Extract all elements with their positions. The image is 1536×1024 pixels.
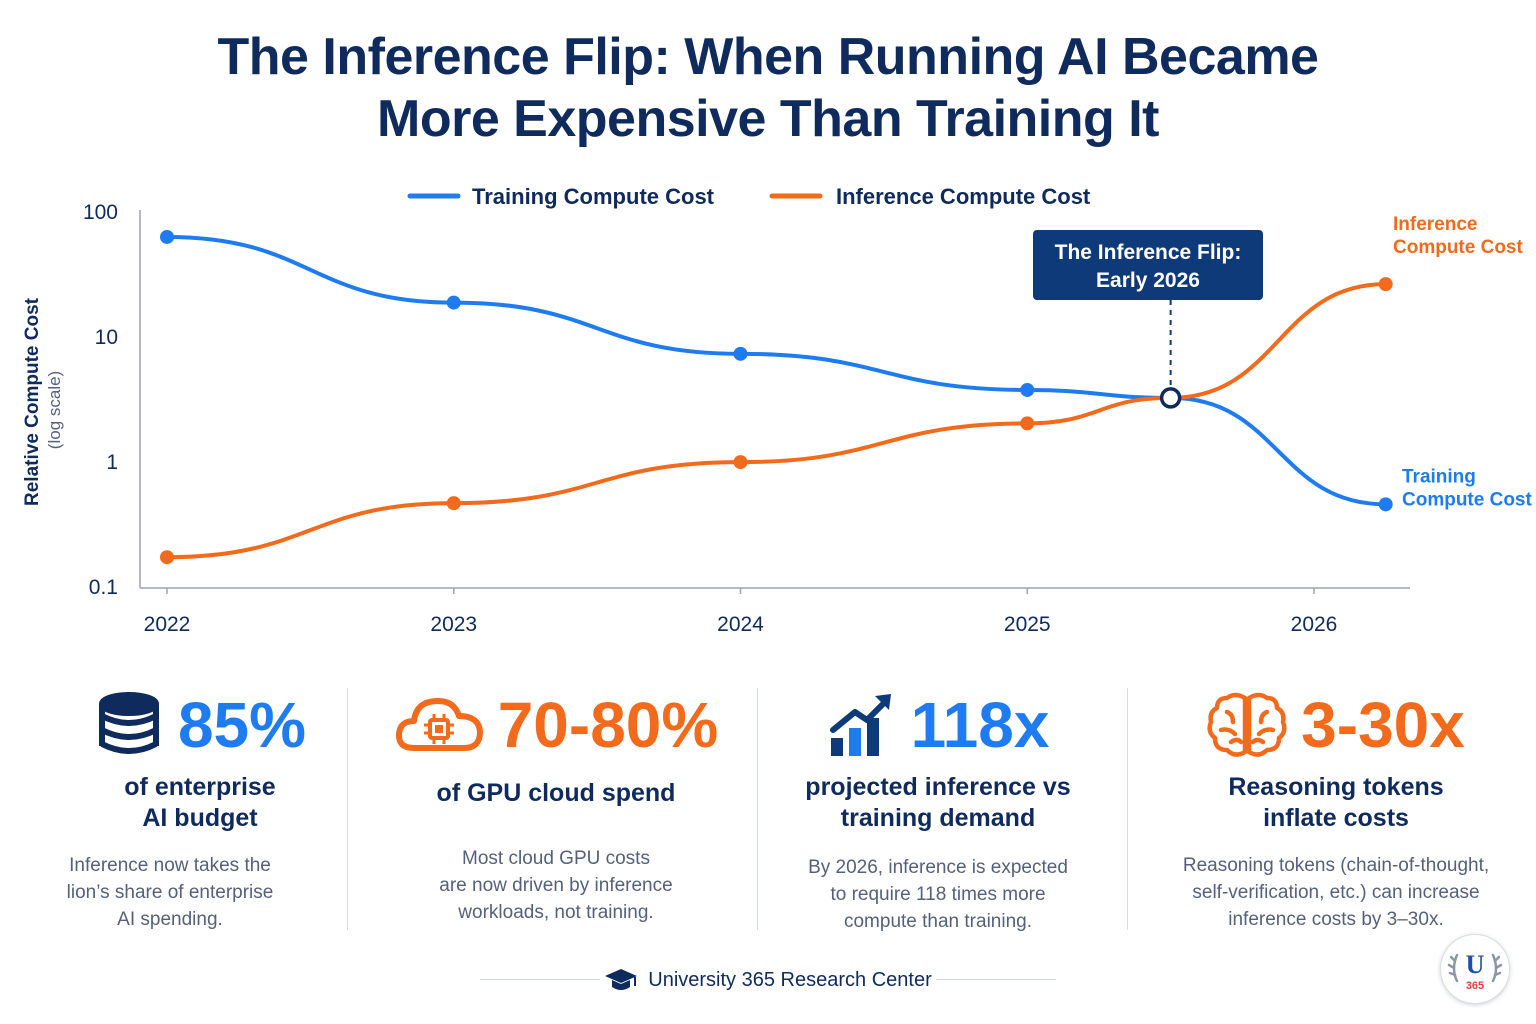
- x-tick-label: 2022: [144, 613, 191, 636]
- stat-divider: [1127, 688, 1128, 930]
- stat-desc-line: Reasoning tokens (chain-of-thought,: [1182, 855, 1490, 876]
- title-line-2: More Expensive Than Training It: [377, 90, 1160, 148]
- y-axis-ticks: 100 10 1 0.1: [83, 201, 118, 599]
- stat-desc-line: compute than training.: [843, 911, 1032, 932]
- u365-laurel-logo: U 365: [1447, 950, 1503, 992]
- y-axis-title: Relative Compute Cost: [22, 297, 43, 506]
- x-tick-label: 2025: [1004, 613, 1051, 636]
- stat-divider: [347, 688, 348, 930]
- graduation-cap-icon: [605, 969, 638, 990]
- inference-data-point: [160, 550, 174, 565]
- y-tick-label: 1: [106, 451, 118, 474]
- stat-label-line: of enterprise: [124, 773, 276, 801]
- stat-value: 70-80%: [497, 689, 719, 761]
- training-end-label: Training: [1402, 466, 1476, 487]
- stat-desc-line: inference costs by 3–30x.: [1228, 909, 1444, 930]
- x-tick-label: 2024: [717, 613, 764, 636]
- training-data-point: [160, 229, 174, 244]
- stat-desc-line: workloads, not training.: [458, 902, 654, 923]
- inference-end-label: Inference: [1393, 214, 1477, 235]
- inference-cost-line: [165, 282, 1388, 560]
- stat-desc-line: to require 118 times more: [830, 884, 1046, 905]
- x-axis-ticks: 2022 2023 2024 2025 2026: [144, 588, 1338, 636]
- stat-label-line: of GPU cloud spend: [436, 779, 676, 807]
- stat-label-line: AI budget: [142, 804, 258, 832]
- inference-flip-point: [1159, 387, 1182, 409]
- training-end-label: Compute Cost: [1402, 489, 1533, 510]
- footer-text: University 365 Research Center: [648, 968, 932, 991]
- footer-rule-right: [936, 979, 1056, 980]
- stat-description: By 2026, inference is expected to requir…: [758, 854, 1118, 935]
- training-data-point: [733, 346, 748, 361]
- stat-desc-line: AI spending.: [117, 909, 223, 930]
- y-tick-label: 0.1: [89, 576, 118, 599]
- database-icon: [98, 692, 159, 754]
- training-data-point: [1378, 497, 1393, 512]
- annotation-box: [1033, 230, 1263, 300]
- stat-label-line: training demand: [840, 804, 1036, 832]
- brain-icon: [1207, 692, 1287, 757]
- stat-value: 3-30x: [1301, 689, 1465, 761]
- stat-gpu-cloud-spend: 70-80% of GPU cloud spend Most cloud GPU…: [376, 680, 736, 926]
- stat-label: of GPU cloud spend: [376, 778, 736, 809]
- badge-number: 365: [1466, 980, 1484, 992]
- training-data-point: [446, 295, 461, 310]
- annotation-line-1: The Inference Flip:: [1055, 241, 1242, 264]
- x-tick-label: 2023: [430, 613, 477, 636]
- badge-letter: U: [1466, 950, 1485, 979]
- stat-desc-line: Inference now takes the: [69, 855, 271, 876]
- stat-value: 118x: [910, 689, 1050, 761]
- stat-description: Most cloud GPU costs are now driven by i…: [376, 845, 736, 926]
- inference-data-point: [1020, 416, 1035, 431]
- inference-data-point: [1378, 277, 1393, 292]
- stat-desc-line: self-verification, etc.) can increase: [1192, 882, 1480, 903]
- stat-desc-line: are now driven by inference: [439, 875, 673, 896]
- cloud-chip-icon: [395, 697, 483, 751]
- growth-chart-icon: [829, 694, 891, 756]
- stat-enterprise-budget: 85% of enterprise AI budget Inference no…: [20, 680, 380, 933]
- stat-reasoning-tokens: 3-30x Reasoning tokens inflate costs Rea…: [1156, 680, 1516, 933]
- chart-legend: Training Compute Cost Inference Compute …: [407, 184, 1091, 209]
- stat-label-line: projected inference vs: [805, 773, 1071, 801]
- inference-flip-annotation: The Inference Flip: Early 2026: [1033, 230, 1263, 387]
- inference-data-point: [733, 455, 748, 470]
- stat-description: Reasoning tokens (chain-of-thought, self…: [1156, 852, 1516, 933]
- page-title: The Inference Flip: When Running AI Beca…: [0, 26, 1536, 150]
- inference-end-label: Compute Cost: [1393, 237, 1524, 258]
- stat-label: projected inference vs training demand: [758, 772, 1118, 834]
- legend-training-label: Training Compute Cost: [472, 184, 715, 209]
- stat-label: Reasoning tokens inflate costs: [1156, 772, 1516, 834]
- compute-cost-chart: Training Compute Cost Inference Compute …: [22, 184, 1533, 636]
- stat-divider: [757, 688, 758, 930]
- stat-desc-line: By 2026, inference is expected: [808, 857, 1068, 878]
- legend-inference-label: Inference Compute Cost: [836, 184, 1091, 209]
- y-tick-label: 100: [83, 201, 118, 224]
- stat-label-line: Reasoning tokens: [1228, 773, 1444, 801]
- y-axis-subtitle: (log scale): [45, 371, 64, 449]
- stat-label: of enterprise AI budget: [20, 772, 380, 834]
- training-cost-line: [165, 234, 1388, 507]
- stat-label-line: inflate costs: [1263, 804, 1409, 832]
- stat-desc-line: lion’s share of enterprise: [66, 882, 274, 903]
- x-tick-label: 2026: [1291, 613, 1338, 636]
- annotation-line-2: Early 2026: [1096, 269, 1200, 292]
- footer-rule-left: [480, 979, 600, 980]
- stat-desc-line: Most cloud GPU costs: [462, 848, 650, 869]
- chart-series: [160, 229, 1393, 565]
- training-data-point: [1020, 382, 1035, 397]
- title-line-1: The Inference Flip: When Running AI Beca…: [217, 28, 1319, 86]
- y-tick-label: 10: [95, 326, 118, 349]
- stat-description: Inference now takes the lion’s share of …: [0, 852, 380, 933]
- inference-data-point: [446, 496, 461, 511]
- stat-value: 85%: [177, 689, 307, 761]
- footer: University 365 Research Center: [480, 962, 1056, 998]
- u365-logo-badge: U 365: [1440, 934, 1510, 1004]
- stat-inference-vs-training: 118x projected inference vs training dem…: [758, 680, 1118, 935]
